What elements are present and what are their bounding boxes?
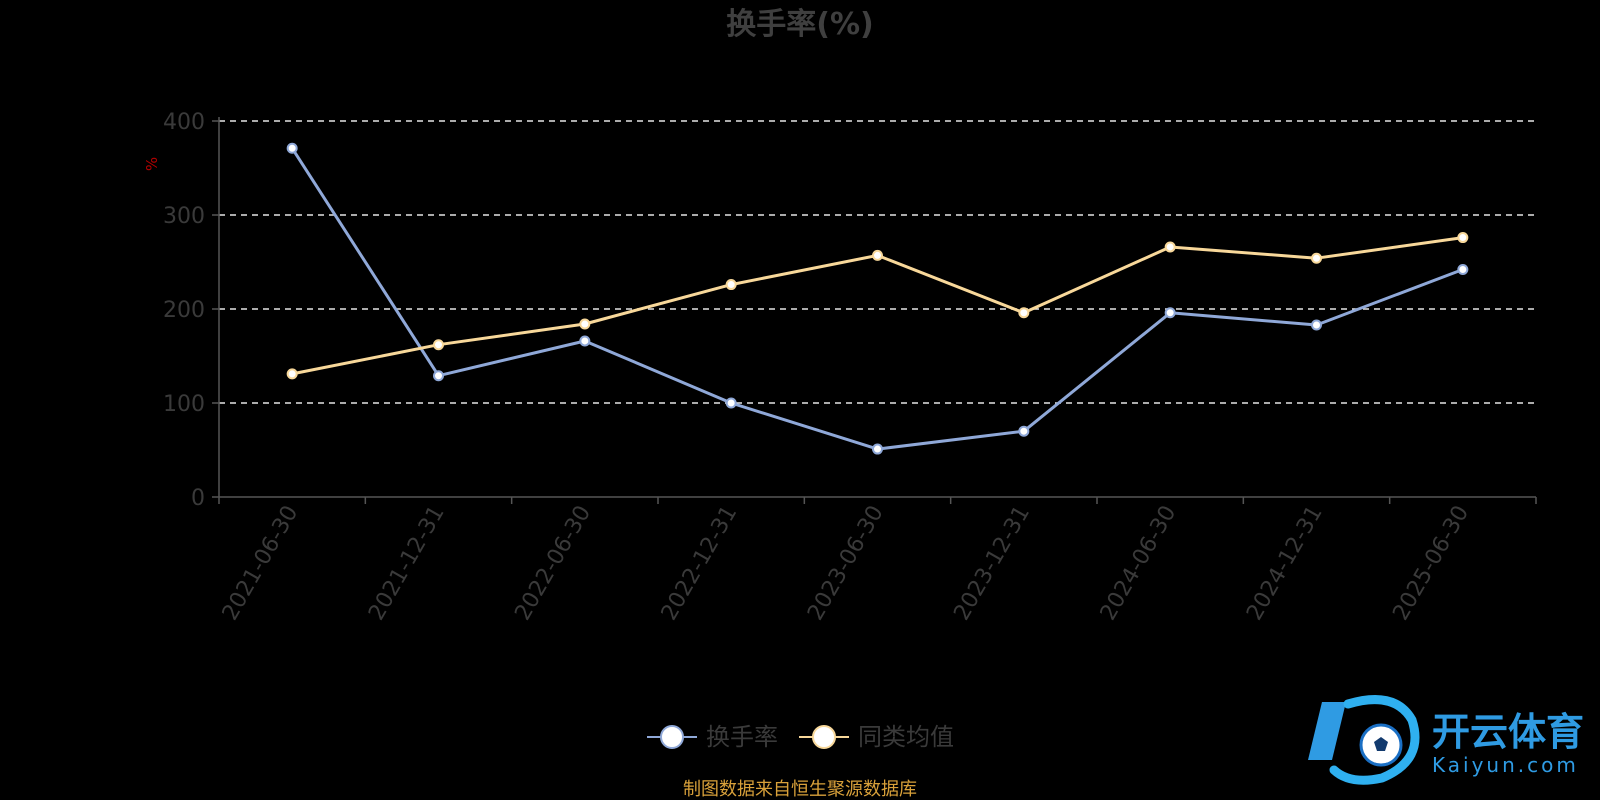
data-point-series-0[interactable] — [286, 142, 298, 154]
y-axis-unit: % — [143, 157, 161, 171]
y-tick-labels: 0 100 200 300 400 — [163, 110, 205, 511]
x-tick-label: 2024-06-30 — [1096, 502, 1182, 625]
legend-label-peer-average: 同类均值 — [858, 723, 954, 751]
series-line-0 — [290, 147, 1464, 451]
data-point-series-0[interactable] — [579, 335, 591, 347]
data-point-series-1[interactable] — [579, 318, 591, 330]
x-tick-label: 2022-06-30 — [510, 502, 596, 625]
data-point-series-1[interactable] — [1311, 252, 1322, 264]
data-point-series-0[interactable] — [1164, 307, 1176, 319]
data-point-series-1[interactable] — [872, 249, 883, 261]
x-tick-label: 2025-06-30 — [1388, 502, 1474, 625]
data-point-series-1[interactable] — [725, 279, 737, 291]
y-tick-label: 400 — [163, 110, 205, 135]
y-tick-label: 100 — [163, 392, 205, 417]
x-tick-labels: 2021-06-30 2021-12-31 2022-06-30 2022-12-31… — [218, 502, 1474, 625]
kaiyun-logo: 开云体育 Kaiyun.com — [1308, 695, 1584, 785]
x-tick-label: 2023-06-30 — [803, 502, 889, 625]
x-tick-label: 2021-06-30 — [218, 502, 304, 625]
legend[interactable]: 换手率 同类均值 — [647, 723, 954, 751]
logo-domain-text: Kaiyun.com — [1432, 753, 1579, 777]
logo-brand-text: 开云体育 — [1432, 710, 1584, 754]
x-tick-label: 2021-12-31 — [364, 502, 450, 625]
data-source-note: 制图数据来自恒生聚源数据库 — [683, 779, 917, 800]
data-point-series-0[interactable] — [872, 443, 883, 455]
axes — [212, 117, 1537, 504]
x-tick-label: 2022-12-31 — [657, 502, 743, 625]
data-point-series-1[interactable] — [1164, 241, 1176, 253]
x-tick-label: 2023-12-31 — [949, 502, 1035, 625]
y-tick-label: 200 — [163, 298, 205, 323]
gridlines — [219, 120, 1536, 404]
x-tick-label: 2024-12-31 — [1242, 502, 1328, 625]
data-point-series-0[interactable] — [1311, 319, 1322, 331]
chart-title: 换手率(%) — [726, 7, 873, 42]
y-tick-label: 300 — [163, 204, 205, 229]
data-point-series-1[interactable] — [1457, 232, 1469, 244]
data-point-series-0[interactable] — [725, 397, 737, 409]
logo-swoosh — [1329, 695, 1420, 785]
data-point-series-1[interactable] — [433, 339, 444, 351]
data-point-series-0[interactable] — [1018, 425, 1030, 437]
data-point-series-0[interactable] — [1457, 264, 1469, 276]
data-point-series-1[interactable] — [286, 368, 298, 380]
data-point-series-0[interactable] — [433, 370, 444, 382]
legend-marker-peer-average — [812, 725, 836, 749]
logo-k-stem — [1308, 702, 1346, 760]
series-lines — [286, 142, 1469, 455]
legend-marker-turnover — [660, 725, 684, 749]
y-tick-label: 0 — [191, 486, 205, 511]
legend-item-turnover[interactable]: 换手率 — [647, 723, 778, 751]
legend-label-turnover: 换手率 — [706, 723, 778, 751]
data-point-series-1[interactable] — [1018, 307, 1030, 319]
legend-item-peer-average[interactable]: 同类均值 — [799, 723, 954, 751]
